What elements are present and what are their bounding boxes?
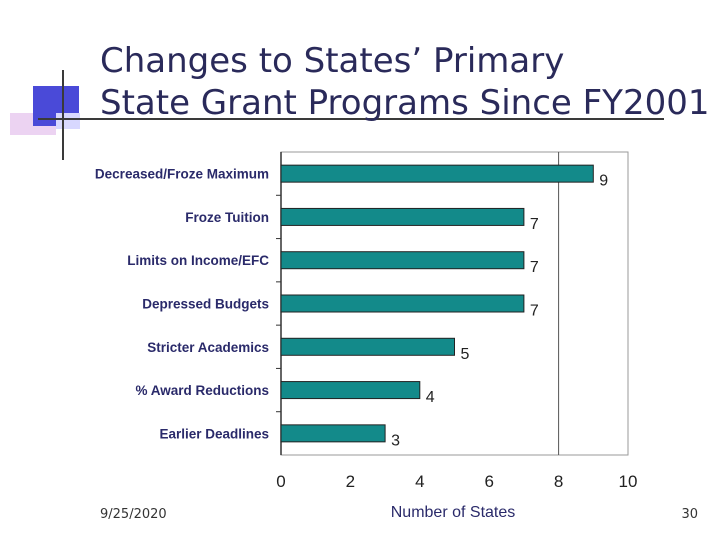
category-label-1: Froze Tuition [185, 210, 269, 225]
x-tick-label-4: 4 [415, 472, 424, 491]
x-tick-label-0: 0 [276, 472, 285, 491]
bar-1 [280, 207, 525, 226]
bar-4 [280, 337, 455, 356]
category-label-5: % Award Reductions [135, 383, 269, 398]
slide-title-line-1: Changes to States’ Primary [100, 41, 565, 81]
footer-date: 9/25/2020 [100, 507, 167, 522]
data-label-5: 4 [426, 389, 435, 406]
page-number: 30 [681, 507, 698, 522]
bar-0 [280, 164, 594, 183]
category-label-4: Stricter Academics [147, 340, 269, 355]
bar-6 [280, 424, 386, 443]
x-tick-label-10: 10 [619, 472, 638, 491]
x-tick-label-6: 6 [484, 472, 493, 491]
data-label-0: 9 [599, 173, 608, 190]
category-label-6: Earlier Deadlines [159, 426, 269, 441]
data-label-3: 7 [530, 303, 539, 320]
x-axis-title: Number of States [391, 504, 516, 521]
data-label-1: 7 [530, 216, 539, 233]
category-label-0: Decreased/Froze Maximum [95, 167, 269, 182]
x-tick-label-8: 8 [554, 472, 563, 491]
data-label-2: 7 [530, 259, 539, 276]
data-label-6: 3 [391, 432, 400, 449]
decor-vertical-line [62, 70, 64, 160]
x-tick-label-2: 2 [346, 472, 355, 491]
slide-title-line-2: State Grant Programs Since FY2001 [100, 83, 710, 123]
category-label-3: Depressed Budgets [142, 297, 269, 312]
bar-2 [280, 251, 525, 270]
bar-3 [280, 294, 525, 313]
category-label-2: Limits on Income/EFC [127, 253, 269, 268]
slide-title: Changes to States’ Primary State Grant P… [100, 40, 709, 124]
bar-5 [280, 381, 421, 400]
data-label-4: 5 [461, 346, 470, 363]
decor-horizontal-line [38, 118, 664, 120]
